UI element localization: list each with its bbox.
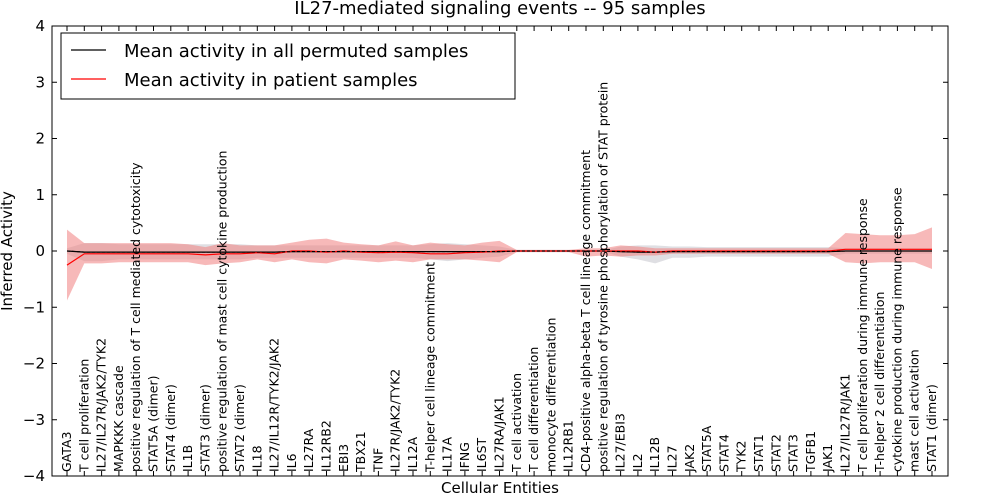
point-series-1-47 [879,249,881,251]
point-series-1-49 [914,249,916,251]
x-category-label: IFNG [457,442,472,472]
x-category-label: STAT5A (dimer) [146,376,161,472]
x-category-label: STAT2 [768,434,783,472]
point-series-1-2 [101,253,103,255]
x-category-label: IL2 [630,453,645,472]
x-category-label: MAPKKK cascade [111,365,126,472]
x-category-label: JAK2 [682,444,697,473]
x-category-label: IL6 [284,453,299,472]
x-category-label: STAT4 (dimer) [163,384,178,472]
x-category-label: CD4-positive alpha-beta T cell lineage c… [578,150,593,472]
y-tick-label: 2 [35,130,45,148]
legend-label-permuted: Mean activity in all permuted samples [124,41,468,62]
x-axis-title: Cellular Entities [441,479,559,497]
x-category-label: IL6ST [474,437,489,472]
confidence-bands [67,227,932,301]
y-tick-label: 3 [35,73,45,91]
permuted-mean-dashes [66,250,932,253]
x-category-label: IL1B [180,445,195,472]
chart-title: IL27-mediated signaling events -- 95 sam… [294,0,705,19]
point-series-1-45 [845,249,847,251]
x-category-label: STAT2 (dimer) [232,384,247,472]
x-category-label: TNF [370,448,385,473]
x-category-label: cytokine production during immune respon… [889,187,904,472]
point-series-0-45 [845,250,847,252]
point-series-1-17 [360,251,362,253]
x-category-label: IL12A [405,436,420,472]
x-category-label: IL27R/JAK2/TYK2 [388,369,403,472]
x-category-label: TGFB1 [803,431,818,473]
point-series-1-22 [447,253,449,255]
y-tick-label: −3 [23,411,45,429]
band-series-1 [67,227,932,301]
y-tick-label: −1 [23,298,45,316]
x-category-label: IL27RA [301,428,316,472]
x-category-label: IL27/IL27R/JAK2/TYK2 [94,338,109,472]
x-category-label: T cell proliferation [76,359,91,473]
x-category-label: IL27RA/JAK1 [492,396,507,472]
point-series-1-41 [776,250,778,252]
point-series-1-19 [395,251,397,253]
x-category-label: mast cell activation [907,349,922,472]
x-category-label: IL27/IL27R/JAK1 [838,374,853,472]
point-series-1-43 [810,250,812,252]
x-category-label: positive regulation of tyrosine phosphor… [595,82,610,472]
x-category-label: TYK2 [734,441,749,473]
point-series-1-0 [66,264,68,266]
point-series-1-6 [170,253,172,255]
x-category-label: T cell activation [509,373,524,473]
x-category-label: T cell differentiation [526,347,541,473]
x-category-label: EBI3 [336,444,351,472]
point-series-1-5 [153,253,155,255]
x-category-label: positive regulation of mast cell cytokin… [215,151,230,472]
point-series-1-3 [118,253,120,255]
x-category-label: positive regulation of T cell mediated c… [128,162,143,472]
legend: Mean activity in all permuted samples Me… [60,32,516,100]
x-category-label: IL27 [665,445,680,472]
legend-box [60,32,516,100]
point-series-1-8 [205,254,207,256]
x-category-label: STAT5A [699,425,714,472]
point-series-1-50 [931,249,933,251]
x-category-label: IL27/IL12R/TYK2/JAK2 [267,338,282,472]
y-axis-title: Inferred Activity [0,191,16,311]
x-category-label: STAT4 [716,434,731,472]
x-category-label: IL12B [647,437,662,472]
x-category-label: GATA3 [59,432,74,472]
y-tick-label: 1 [35,186,45,204]
y-axis: −4 −3 −2 −1 0 1 2 3 4 [23,17,948,485]
point-series-1-32 [620,250,622,252]
y-tick-label: 0 [35,242,45,260]
x-category-label: IL27/EBI3 [613,413,628,472]
x-category-label: IL12RB1 [561,420,576,472]
point-series-1-7 [187,253,189,255]
x-category-label: STAT1 [751,434,766,472]
category-labels: GATA3 T cell proliferation IL27/IL27R/JAK2… [59,82,939,473]
x-category-label: TBX21 [353,431,368,473]
x-category-label: IL18 [249,445,264,472]
point-series-1-21 [430,253,432,255]
x-category-label: JAK1 [820,444,835,473]
x-category-label: IL17A [440,436,455,472]
point-series-0-6 [170,251,172,253]
line-series-0-dashes [66,250,932,253]
x-category-label: T cell proliferation during immune respo… [855,198,870,473]
x-category-label: STAT1 (dimer) [924,384,939,472]
y-tick-label: 4 [35,17,45,35]
line-series-1 [66,248,932,266]
x-category-label: STAT3 (dimer) [197,384,212,472]
x-category-label: STAT3 [786,434,801,472]
x-category-label: T-helper 2 cell differentiation [872,292,887,473]
x-category-label: IL12RB2 [319,420,334,472]
legend-label-patient: Mean activity in patient samples [124,70,418,91]
y-tick-label: −4 [23,467,45,485]
point-series-1-10 [239,253,241,255]
x-axis [66,26,933,476]
point-series-1-1 [84,253,86,255]
x-category-label: monocyte differentiation [543,318,558,472]
point-series-1-12 [274,253,276,255]
y-tick-label: −2 [23,355,45,373]
x-category-label: T-helper cell lineage commitment [422,262,437,473]
